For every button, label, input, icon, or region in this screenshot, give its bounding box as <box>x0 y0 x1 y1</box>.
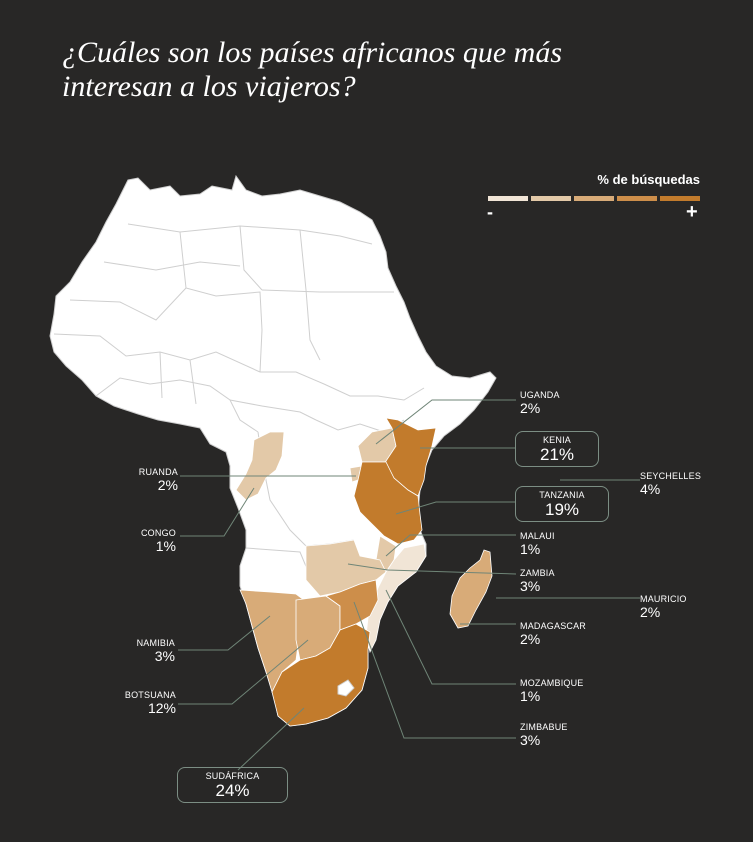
legend-swatch-4 <box>617 196 657 201</box>
country-name: BOTSUANA <box>124 690 176 700</box>
country-name: ZIMBABUE <box>520 722 568 732</box>
leader-lines <box>178 399 640 771</box>
country-name: CONGO <box>140 528 176 538</box>
label-zambia: ZAMBIA 3% <box>520 568 555 594</box>
label-congo: CONGO 1% <box>100 528 176 554</box>
country-name: RUANDA <box>138 467 178 477</box>
label-tanzania: TANZANIA 19% <box>515 486 609 522</box>
country-name: NAMIBIA <box>136 638 175 648</box>
label-mozambique: MOZAMBIQUE 1% <box>520 678 584 704</box>
country-lesotho <box>337 679 355 697</box>
label-ruanda: RUANDA 2% <box>100 467 178 493</box>
label-seychelles: SEYCHELLES 4% <box>640 471 701 497</box>
label-malaui: MALAUI 1% <box>520 531 555 557</box>
country-value: 2% <box>520 400 541 416</box>
label-uganda: UGANDA 2% <box>520 390 560 416</box>
legend-swatch-2 <box>531 196 571 201</box>
country-value: 3% <box>520 578 541 594</box>
country-value: 1% <box>520 688 541 704</box>
country-value: 2% <box>640 604 661 620</box>
label-zimbabue: ZIMBABUE 3% <box>520 722 568 748</box>
label-sudafrica: SUDÁFRICA 24% <box>177 767 288 803</box>
label-namibia: NAMIBIA 3% <box>100 638 175 664</box>
legend-color-scale <box>488 196 700 201</box>
country-name: UGANDA <box>520 390 560 400</box>
country-name: TANZANIA <box>539 490 585 500</box>
country-value: 1% <box>155 538 176 554</box>
country-kenia <box>383 417 437 497</box>
country-name: SUDÁFRICA <box>205 771 260 781</box>
country-name: ZAMBIA <box>520 568 555 578</box>
legend-swatch-1 <box>488 196 528 201</box>
legend-swatch-5 <box>660 196 700 201</box>
legend-min-label: - <box>487 202 493 222</box>
country-value: 2% <box>157 477 178 493</box>
label-kenia: KENIA 21% <box>515 431 599 467</box>
country-tanzania <box>353 461 423 545</box>
country-value: 2% <box>520 631 541 647</box>
highlighted-countries <box>235 417 493 727</box>
country-value: 19% <box>544 500 580 519</box>
country-name: KENIA <box>542 435 571 445</box>
title-line-1: ¿Cuáles son los países africanos que más <box>62 36 563 69</box>
country-zimbabue <box>325 579 379 631</box>
country-name: SEYCHELLES <box>640 471 702 481</box>
country-value: 1% <box>520 541 541 557</box>
country-zambia <box>305 539 387 597</box>
country-name: MALAUI <box>520 531 555 541</box>
title-line-2: interesan a los viajeros? <box>62 70 356 103</box>
label-botsuana: BOTSUANA 12% <box>100 690 176 716</box>
country-name: MOZAMBIQUE <box>520 678 584 688</box>
country-name: MADAGASCAR <box>520 621 587 631</box>
country-madagascar <box>449 549 493 629</box>
country-value: 4% <box>640 481 661 497</box>
country-value: 24% <box>215 781 250 800</box>
label-mauricio: MAURICIO 2% <box>640 594 687 620</box>
legend-swatch-3 <box>574 196 614 201</box>
page-title: ¿Cuáles son los países africanos que más… <box>62 36 702 104</box>
label-madagascar: MADAGASCAR 2% <box>520 621 586 647</box>
country-sudafrica <box>271 623 371 727</box>
country-name: MAURICIO <box>640 594 687 604</box>
legend-max-label: + <box>686 201 698 223</box>
country-value: 3% <box>520 732 541 748</box>
country-value: 12% <box>147 700 176 716</box>
country-value: 3% <box>154 648 175 664</box>
legend-title: % de búsquedas <box>597 172 700 187</box>
country-congo <box>235 431 285 501</box>
country-value: 21% <box>539 445 575 464</box>
